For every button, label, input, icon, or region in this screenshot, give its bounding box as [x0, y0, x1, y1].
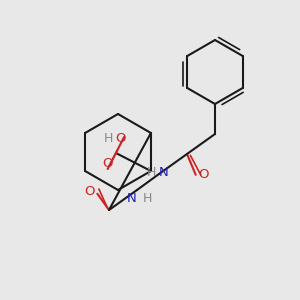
- Text: H: H: [146, 166, 156, 178]
- Text: O: O: [115, 133, 125, 146]
- Text: N: N: [159, 166, 169, 178]
- Text: H: H: [103, 133, 113, 146]
- Text: O: O: [199, 168, 209, 181]
- Text: N: N: [127, 191, 137, 205]
- Text: H: H: [142, 191, 152, 205]
- Text: O: O: [84, 185, 94, 198]
- Text: O: O: [102, 157, 113, 169]
